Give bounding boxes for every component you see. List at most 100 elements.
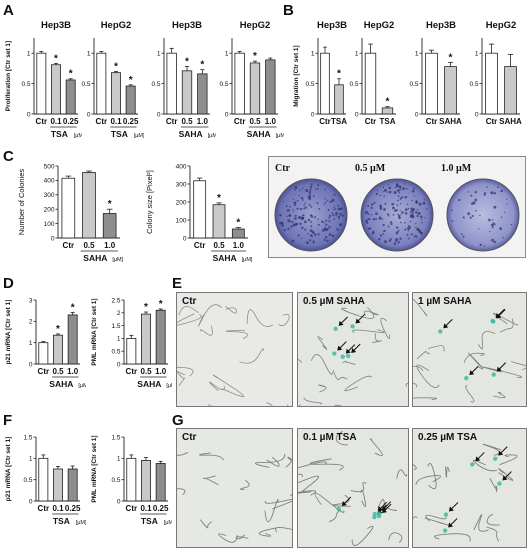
dish-label-ctr: Ctr [275, 163, 290, 174]
colony-dot [338, 216, 341, 219]
colony-dot [420, 232, 423, 235]
colony-dot [334, 208, 337, 210]
colony-dot [458, 198, 461, 202]
group-label: TSA [51, 129, 68, 139]
bar-Ctr [38, 457, 49, 502]
colony-dot [420, 215, 423, 219]
bar-SAHA [444, 66, 457, 115]
y-tick-label: 300 [176, 181, 187, 188]
colony-dot [500, 216, 503, 219]
cell-image [413, 429, 526, 547]
colony-dot [399, 209, 401, 212]
senescence-stain [491, 372, 496, 377]
colony-dot [317, 223, 320, 226]
bar-TSA [334, 84, 344, 115]
cell-outline [510, 361, 526, 371]
y-tick-label: 200 [44, 207, 55, 214]
colony-dot [297, 234, 300, 237]
y-tick-label: 0 [87, 111, 91, 118]
colony-dot [312, 195, 315, 198]
colony-dot [289, 220, 292, 223]
colony-dot [462, 216, 465, 219]
colony-dot [316, 188, 319, 190]
panel-label-c: C [3, 148, 14, 165]
colony-dot [409, 226, 411, 229]
colony-dot [395, 231, 399, 235]
colony-dot [296, 199, 299, 202]
cell-outline [218, 533, 238, 543]
category-label: Ctr [486, 117, 498, 126]
colony-dot [309, 239, 312, 242]
colony-dot [309, 214, 312, 217]
colony-dot [372, 217, 376, 221]
y-tick-label: 1 [355, 51, 359, 58]
colony-dot [305, 189, 309, 193]
colony-dot [316, 202, 319, 205]
group-label: SAHA [213, 253, 237, 263]
category-label: Ctr [38, 367, 50, 376]
colony-dot [331, 198, 335, 202]
colony-dot [451, 220, 454, 223]
unit-label: [µM] [134, 133, 144, 139]
pml-mrna-tsa-chart: PML mRNA [Ctr set 1] 0 0.5 1 1.5 Ctr 0.1 0.25 TS… [91, 434, 172, 526]
senescence-stain [333, 326, 338, 332]
migration-hepg2-tsa-chart: HepG2 0 0.5 1 Ctr * TSA [349, 20, 396, 126]
category-label: 0.25 [65, 504, 81, 513]
y-tick-label: 300 [44, 192, 55, 199]
colony-dot [370, 214, 373, 216]
y-axis-label: PML mRNA [Ctr set 1] [91, 298, 98, 365]
cell-outline [341, 307, 375, 319]
y-tick-label: 0.5 [111, 349, 120, 356]
cell-outline [363, 310, 379, 316]
bar-Ctr [364, 52, 377, 115]
significance-marker: * [114, 61, 118, 72]
y-tick-label: 0 [29, 498, 33, 505]
arrow-head-icon [355, 318, 361, 324]
colony-dot [283, 228, 286, 232]
colony-dot [365, 210, 369, 214]
colony-dot [310, 205, 313, 208]
bar-0.1 [53, 468, 63, 502]
bar-1.0 [265, 59, 276, 115]
colony-dot [384, 240, 387, 244]
senescence-stain [340, 354, 345, 359]
y-tick-label: 0 [27, 111, 31, 118]
migration-hepg2-saha-chart: HepG2 0 0.5 1 Ctr SAHA [469, 20, 522, 126]
micrograph-label: Ctr [182, 296, 197, 307]
significance-marker: * [159, 299, 163, 310]
y-tick-label: 0 [157, 111, 161, 118]
cell-outline [405, 383, 408, 387]
dish-label-10: 1.0 µM [441, 163, 472, 174]
chart-title: Hep3B [317, 20, 347, 31]
bar-0.25 [65, 79, 76, 115]
significance-marker: * [386, 97, 390, 108]
category-label: 0.5 [249, 117, 261, 126]
colony-dot [300, 196, 304, 200]
colony-dot [380, 206, 383, 209]
group-label: SAHA [247, 129, 271, 139]
cell-outline [310, 458, 344, 471]
cell-outline [380, 317, 391, 339]
colony-dot [415, 235, 418, 238]
colony-dot [290, 225, 293, 228]
colony-dot [370, 206, 373, 209]
colony-dot [491, 219, 494, 221]
colony-dot [479, 214, 481, 217]
panel-label-d: D [3, 275, 14, 292]
colony-dot [486, 186, 488, 188]
proliferation-hepg2-tsa-chart: HepG2 0 0.5 1 Ctr * 0.1 * 0.25 TSA [µM] [81, 20, 144, 139]
colony-dot [386, 213, 390, 216]
y-tick-label: 200 [176, 199, 187, 206]
colony-dot [396, 183, 399, 186]
colony-dot [314, 233, 317, 236]
colony-dot [305, 206, 308, 209]
colony-dot [502, 236, 504, 239]
colony-dot [382, 191, 385, 193]
colony-dot [412, 212, 415, 214]
cell-outline [415, 475, 442, 485]
colony-dot [307, 196, 309, 198]
colony-dot [400, 221, 402, 224]
cell-image [177, 293, 292, 406]
colony-dot [397, 214, 401, 218]
cell-outline [416, 364, 440, 388]
